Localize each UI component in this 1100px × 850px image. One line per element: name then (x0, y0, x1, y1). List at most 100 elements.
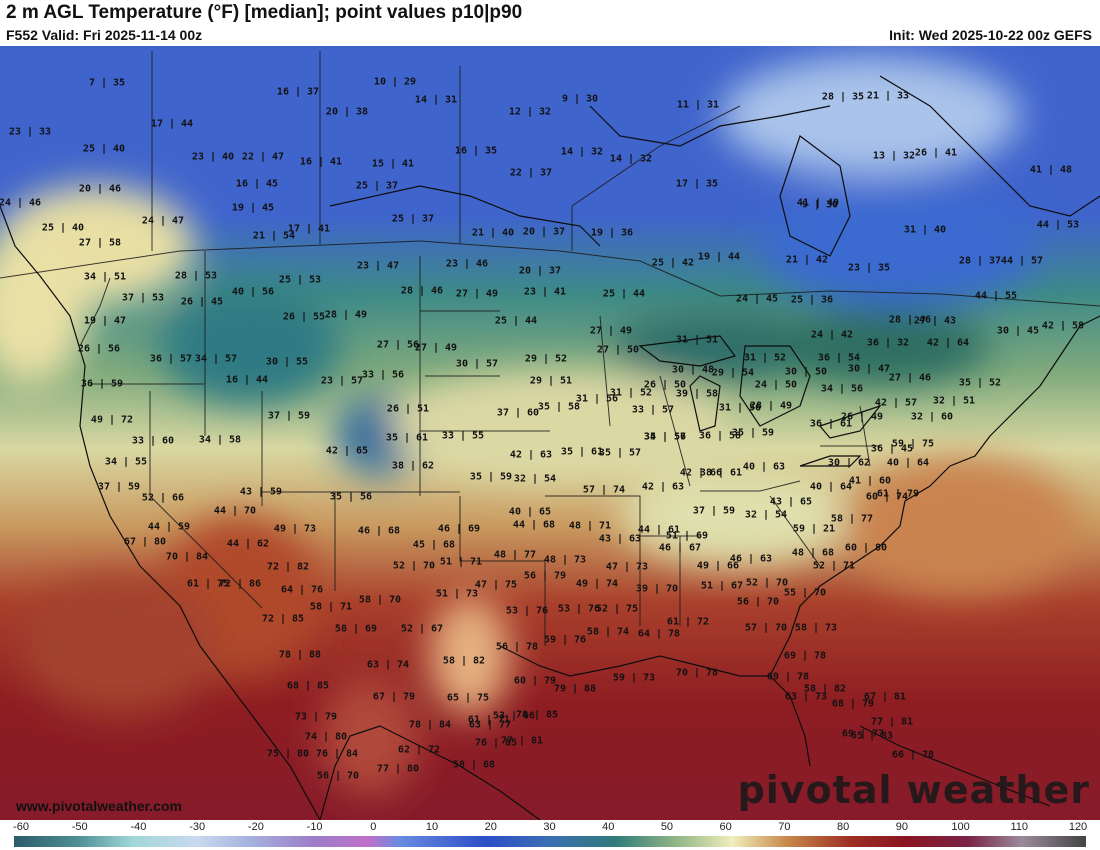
point-value-label: 78 | 84 (408, 719, 452, 731)
point-value-label: 55 | 70 (783, 587, 827, 599)
point-value-label: 36 | 57 (149, 353, 193, 365)
point-value-label: 25 | 37 (391, 213, 435, 225)
point-value-label: 51 | 67 (700, 580, 744, 592)
map-title: 2 m AGL Temperature (°F) [median]; point… (6, 2, 523, 23)
point-value-label: 65 | 83 (850, 730, 894, 742)
point-value-label: 31 | 56 (575, 393, 619, 405)
point-value-label: 24 | 42 (810, 329, 854, 341)
point-value-label: 44 | 61 (637, 524, 681, 536)
point-value-label: 31 | 40 (903, 224, 947, 236)
color-scale-tick: 120 (1068, 821, 1088, 833)
point-value-label: 36 | 54 (817, 352, 861, 364)
point-value-label: 19 | 36 (590, 227, 634, 239)
point-value-label: 22 | 37 (509, 167, 553, 179)
point-value-label: 28 | 46 (888, 314, 932, 326)
point-value-label: 61 | 72 (666, 616, 710, 628)
point-value-label: 30 | 57 (455, 358, 499, 370)
point-value-label: 28 | 53 (174, 270, 218, 282)
point-value-label: 24 | 47 (141, 215, 185, 227)
point-value-label: 48 | 68 (791, 547, 835, 559)
point-value-label: 40 | 64 (809, 481, 853, 493)
point-value-label: 25 | 40 (82, 143, 126, 155)
point-value-label: 59 | 76 (543, 634, 587, 646)
point-value-label: 26 | 41 (914, 147, 958, 159)
point-value-label: 19 | 47 (83, 315, 127, 327)
point-value-label: 25 | 42 (651, 257, 695, 269)
point-value-label: 35 | 61 (385, 432, 429, 444)
point-value-label: 25 | 44 (494, 315, 538, 327)
color-scale-ticks: -60 -50 -40 -30 -20 -10 0 10 20 30 40 50 60 70 80 90 100… (0, 820, 1100, 836)
point-value-label: 27 | 43 (913, 315, 957, 327)
point-value-label: 35 | 57 (643, 431, 687, 443)
point-value-label: 22 | 47 (241, 151, 285, 163)
point-value-label: 58 | 82 (803, 683, 847, 695)
point-value-label: 32 | 60 (910, 411, 954, 423)
point-value-label: 10 | 29 (373, 76, 417, 88)
color-scale-tick: 60 (719, 821, 732, 833)
point-value-label: 78 | 88 (278, 649, 322, 661)
point-value-label: 44 | 70 (213, 505, 257, 517)
point-value-label: 35 | 57 (598, 447, 642, 459)
point-value-label: 29 | 51 (529, 375, 573, 387)
valid-time: F552 Valid: Fri 2025-11-14 00z (6, 27, 203, 43)
point-value-label: 69 | 78 (783, 650, 827, 662)
point-value-label: 40 | 65 (508, 506, 552, 518)
site-url: www.pivotalweather.com (16, 798, 182, 814)
point-value-label: 59 | 21 (792, 523, 836, 535)
point-value-label: 56 | 79 (523, 570, 567, 582)
header: 2 m AGL Temperature (°F) [median]; point… (0, 0, 1100, 46)
point-value-label: 34 | 57 (194, 353, 238, 365)
point-value-label: 43 | 63 (598, 533, 642, 545)
point-value-label: 72 | 86 (218, 578, 262, 590)
point-value-label: 24 | 50 (754, 379, 798, 391)
point-value-label: 52 | 71 (812, 560, 856, 572)
point-value-label: 21 | 42 (785, 254, 829, 266)
point-value-label: 16 | 41 (299, 156, 343, 168)
point-value-label: 20 | 37 (518, 265, 562, 277)
point-value-label: 67 | 79 (372, 691, 416, 703)
point-value-label: 17 | 41 (287, 223, 331, 235)
point-value-label: 42 | 57 (874, 397, 918, 409)
point-value-label: 70 | 78 (675, 667, 719, 679)
point-value-label: 9 | 30 (561, 93, 599, 105)
point-value-label: 42 | 66 (679, 467, 723, 479)
point-value-label: 62 | 72 (397, 744, 441, 756)
point-value-label: 33 | 60 (131, 435, 175, 447)
point-value-label: 51 | 71 (439, 556, 483, 568)
point-values-layer: 7 | 35 10 | 29 16 | 37 14 | 31 12 | 32 9 | 30… (0, 46, 1100, 820)
point-value-label: 65 | 75 (446, 692, 490, 704)
point-value-label: 52 | 75 (595, 603, 639, 615)
point-value-label: 24 | 46 (0, 197, 42, 209)
point-value-label: 43 | 59 (239, 486, 283, 498)
point-value-label: 31 | 51 (675, 334, 719, 346)
point-value-label: 26 | 49 (840, 411, 884, 423)
point-value-label: 37 | 60 (496, 407, 540, 419)
point-value-label: 37 | 59 (692, 505, 736, 517)
point-value-label: 75 | 80 (266, 748, 310, 760)
watermark-logo: pivotal weather (737, 768, 1090, 812)
point-value-label: 74 | 80 (304, 731, 348, 743)
point-value-label: 63 | 73 (784, 691, 828, 703)
point-value-label: 39 | 70 (635, 583, 679, 595)
point-value-label: 40 | 64 (886, 457, 930, 469)
point-value-label: 25 | 44 (602, 288, 646, 300)
point-value-label: 61 | 79 (876, 488, 920, 500)
map-field (0, 46, 1100, 820)
color-scale-tick: -10 (306, 821, 323, 833)
point-value-label: 28 | 35 (821, 91, 865, 103)
point-value-label: 32 | 51 (932, 395, 976, 407)
point-value-label: 78 | 85 (515, 709, 559, 721)
point-value-label: 69 | 77 (841, 728, 885, 740)
point-value-label: 36 | 59 (80, 378, 124, 390)
point-value-label: 27 | 46 (888, 372, 932, 384)
point-value-label: 77 | 81 (500, 735, 544, 747)
color-scale-tick: -20 (247, 821, 264, 833)
point-value-label: 58 | 70 (358, 594, 402, 606)
color-scale-tick: 20 (484, 821, 497, 833)
point-value-label: 69 | 78 (766, 671, 810, 683)
point-value-label: 38 | 61 (699, 467, 743, 479)
point-value-label: 31 | 52 (609, 387, 653, 399)
point-value-label: 58 | 71 (309, 601, 353, 613)
point-value-label: 24 | 45 (735, 293, 779, 305)
point-value-label: 30 | 48 (671, 364, 715, 376)
